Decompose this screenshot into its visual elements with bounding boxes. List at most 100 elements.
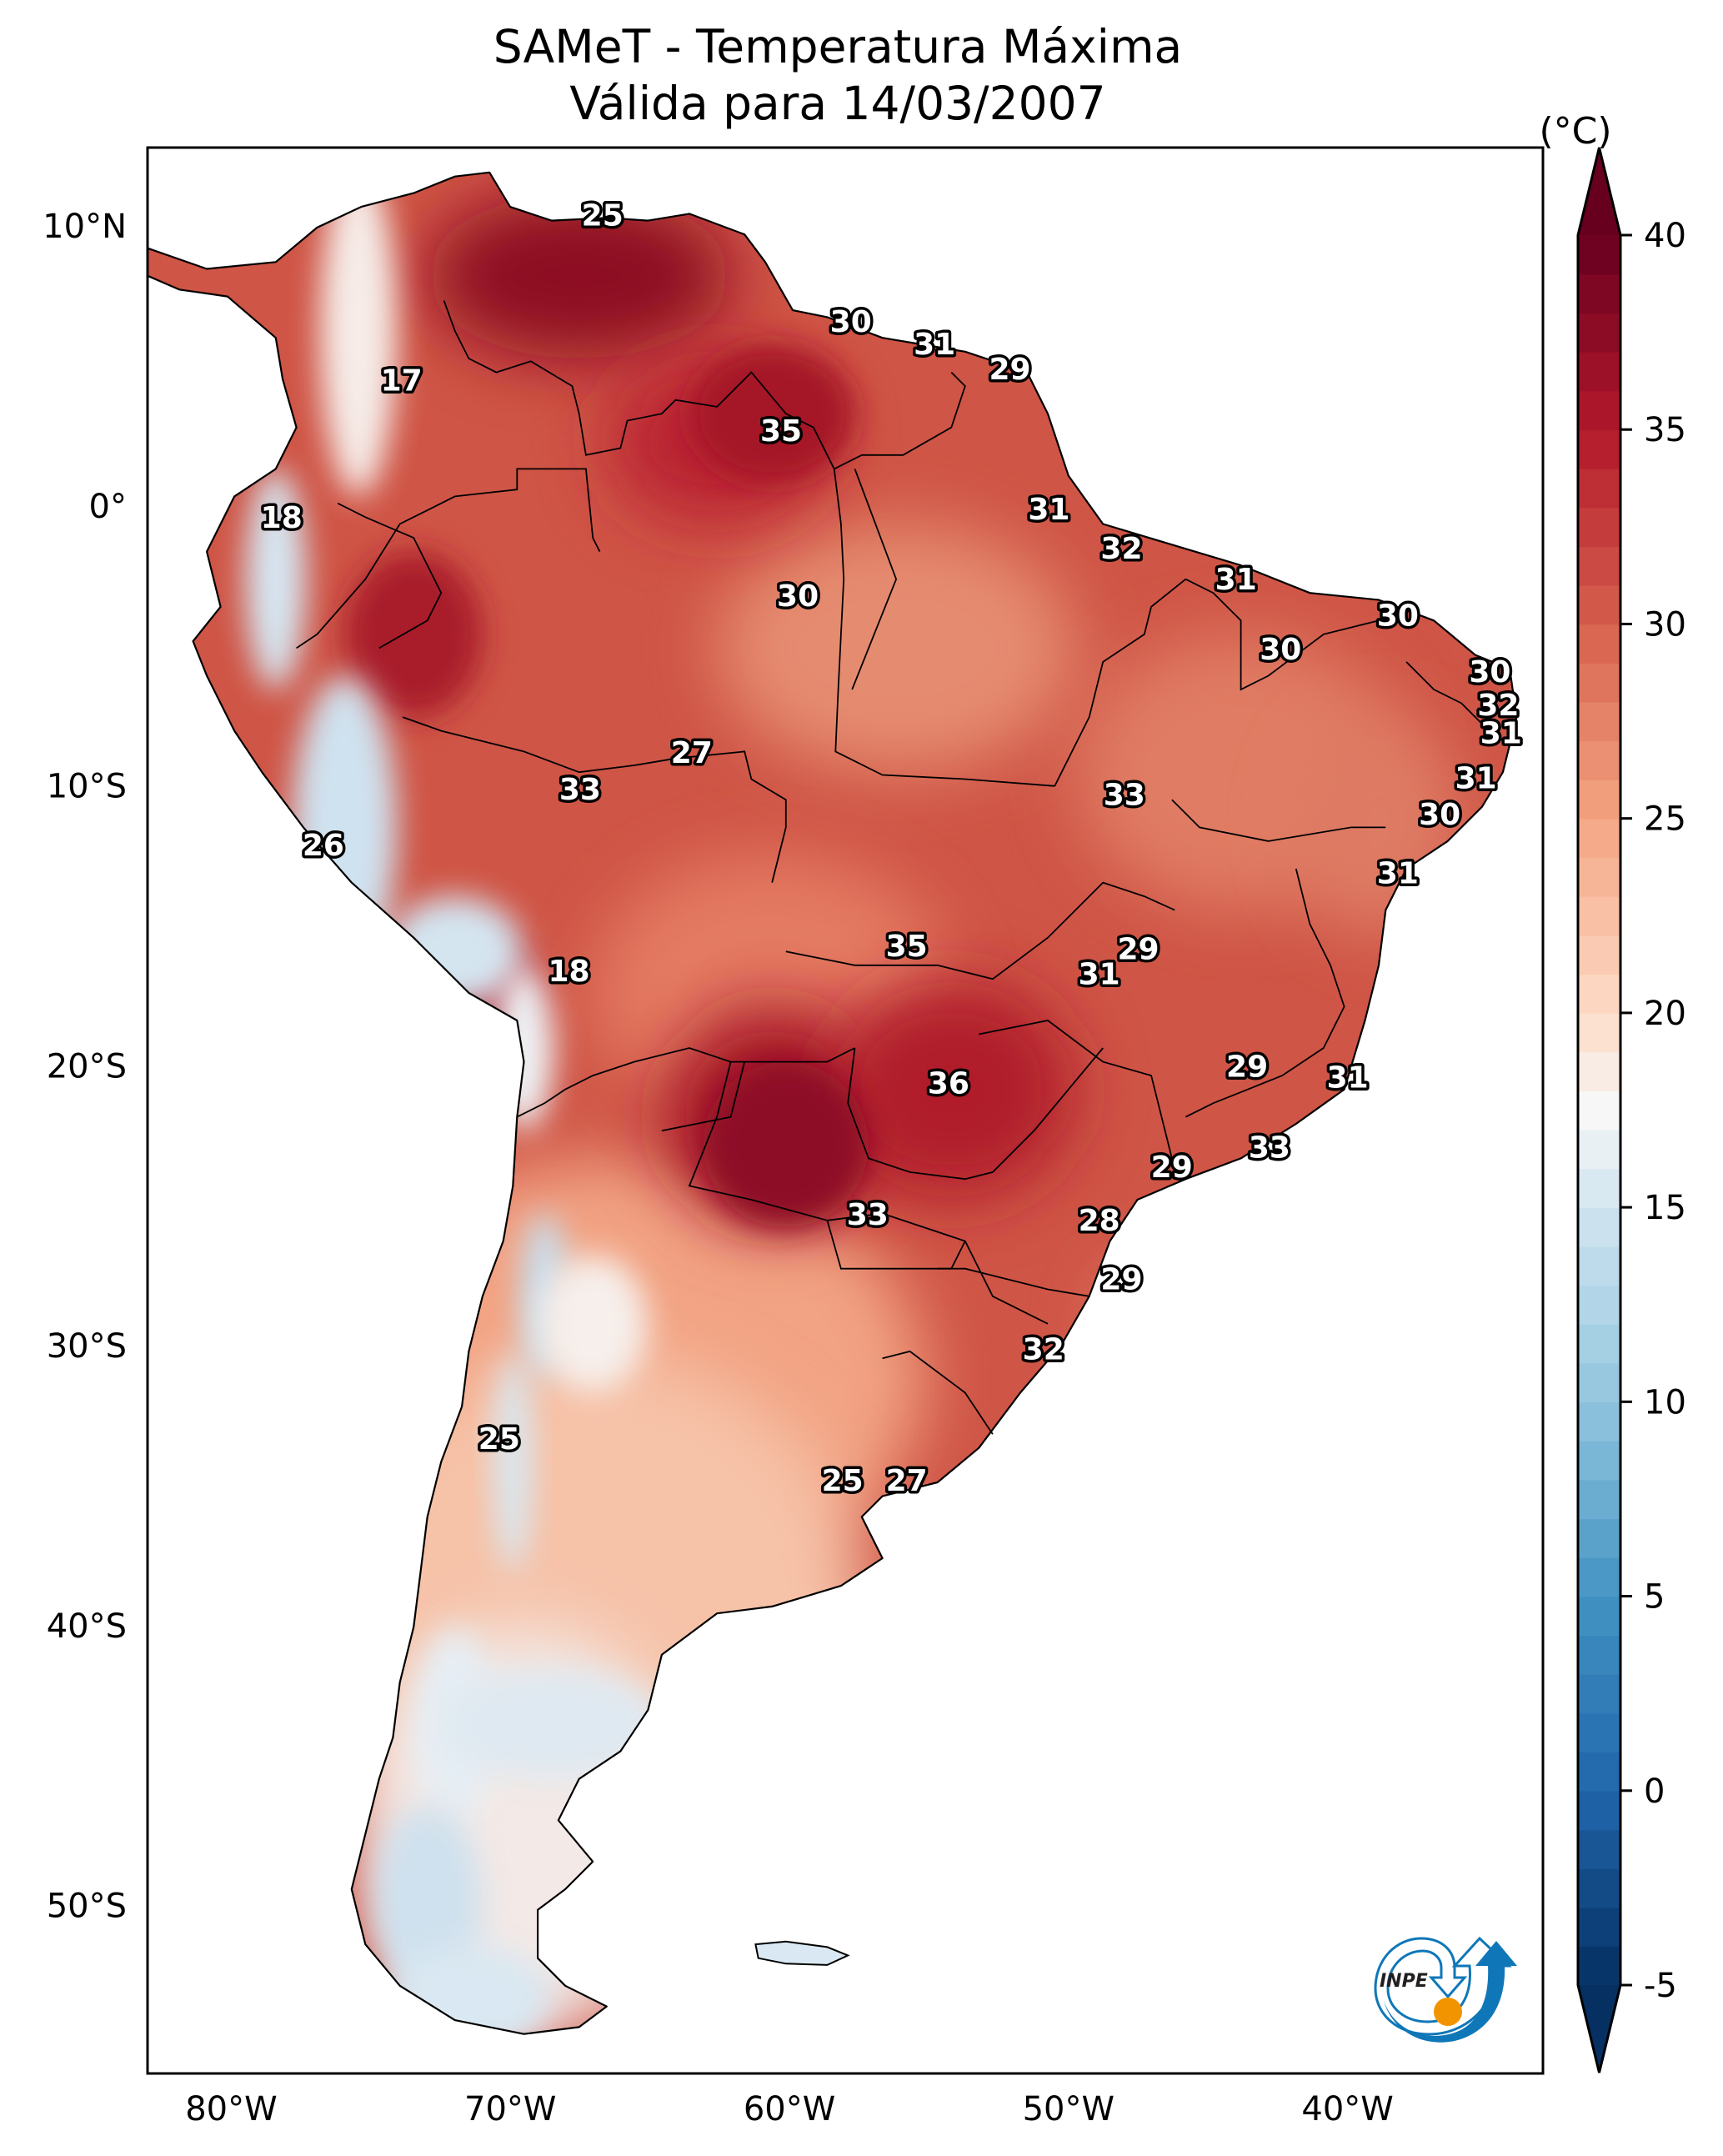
- colorbar-tick-label: 0: [1644, 1772, 1665, 1811]
- x-tick-label: 50°W: [1023, 2090, 1114, 2128]
- colorbar-segment: [1578, 1012, 1620, 1053]
- colorbar-tick-label: 20: [1644, 995, 1686, 1033]
- colorbar-segment: [1578, 1091, 1620, 1131]
- colorbar-segment: [1578, 1129, 1620, 1170]
- country-border: [1054, 578, 1186, 787]
- station-value-label: 31: [1480, 717, 1522, 751]
- colorbar-segment: [1578, 1829, 1620, 1869]
- station-value-label: 31: [1215, 563, 1257, 597]
- chart-title: SAMeT - Temperatura Máxima Válida para 1…: [0, 18, 1542, 132]
- colorbar: 40 35 30 25 20 15 10 5 0 -5 (°C): [1539, 110, 1686, 2073]
- colorbar-segment: [1578, 1635, 1620, 1675]
- colorbar-segment: [1578, 584, 1620, 625]
- country-border: [661, 1061, 746, 1132]
- colorbar-extend-max: [1578, 148, 1620, 235]
- field-patch: [344, 551, 483, 718]
- field-patch: [427, 193, 731, 359]
- logo-text: INPE: [1380, 1971, 1428, 1992]
- map-frame: [146, 146, 1545, 2075]
- station-value-label: 28: [1079, 1204, 1120, 1238]
- title-line-1: SAMeT - Temperatura Máxima: [493, 20, 1183, 73]
- colorbar-segment: [1578, 818, 1620, 859]
- station-value-label: 29: [1100, 1262, 1142, 1296]
- colorbar-extend-min: [1578, 1985, 1620, 2073]
- colorbar-segment: [1578, 974, 1620, 1014]
- country-borders: [296, 300, 1510, 1435]
- station-value-label: 25: [822, 1464, 864, 1498]
- title-line-2: Válida para 14/03/2007: [569, 77, 1106, 130]
- colorbar-segment: [1578, 1518, 1620, 1558]
- country-border: [443, 300, 966, 470]
- station-value-label: 32: [1477, 689, 1519, 723]
- field-patch: [538, 1255, 649, 1393]
- colorbar-segment: [1578, 1479, 1620, 1520]
- station-value-label: 29: [989, 353, 1030, 387]
- colorbar-segment: [1578, 390, 1620, 431]
- station-value-label: 31: [1079, 957, 1120, 991]
- colorbar-segment: [1578, 780, 1620, 820]
- station-value-label: 33: [559, 773, 601, 807]
- colorbar-segment: [1578, 1673, 1620, 1714]
- x-tick-label: 60°W: [744, 2090, 835, 2128]
- station-value-label: 30: [1419, 798, 1460, 832]
- colorbar-segment: [1578, 740, 1620, 780]
- field-patch: [245, 469, 307, 689]
- field-patch: [703, 1061, 869, 1228]
- colorbar-tick-label: -5: [1644, 1967, 1677, 2005]
- colorbar-segment: [1578, 1051, 1620, 1091]
- colorbar-segment: [1578, 857, 1620, 897]
- station-value-label: 30: [1469, 655, 1510, 689]
- colorbar-segment: [1578, 1207, 1620, 1247]
- coastline: [148, 171, 1518, 2035]
- country-border: [851, 469, 898, 690]
- station-value-label: 33: [1249, 1131, 1290, 1166]
- colorbar-segment: [1578, 1868, 1620, 1908]
- station-value-label: 33: [1104, 779, 1145, 813]
- station-value-label: 36: [928, 1066, 969, 1101]
- station-value-label: 18: [548, 955, 589, 989]
- y-tick-label: 20°S: [47, 1047, 127, 1086]
- field-patch: [493, 1351, 533, 1572]
- station-value-label: 31: [1377, 857, 1419, 891]
- y-tick-label: 0°: [89, 488, 127, 526]
- logo-blue-arrow-icon: [1384, 1941, 1517, 2043]
- country-border: [516, 1047, 855, 1118]
- colorbar-segment: [1578, 1168, 1620, 1208]
- x-tick-label: 40°W: [1301, 2090, 1393, 2128]
- station-value-label: 35: [886, 930, 928, 964]
- colorbar-segment: [1578, 624, 1620, 664]
- field-patch: [441, 1668, 662, 1779]
- colorbar-segment: [1578, 468, 1620, 509]
- y-tick-label: 30°S: [47, 1327, 127, 1366]
- colorbar-segment: [1578, 546, 1620, 586]
- falkland-islands: [754, 1940, 850, 1966]
- colorbar-segment: [1578, 351, 1620, 392]
- country-border: [296, 468, 601, 649]
- colorbar-segment: [1578, 935, 1620, 975]
- colorbar-segment: [1578, 1596, 1620, 1636]
- colorbar-segment: [1578, 1712, 1620, 1752]
- logo-orange-planet-icon: [1434, 1998, 1462, 2026]
- colorbar-segment: [1578, 1907, 1620, 1948]
- colorbar-segment: [1578, 663, 1620, 703]
- station-value-label: 30: [1260, 633, 1301, 667]
- station-value-label: 35: [760, 414, 802, 449]
- colorbar-ticks: 40 35 30 25 20 15 10 5 0 -5: [1620, 217, 1686, 2005]
- colorbar-tick-label: 15: [1644, 1189, 1686, 1227]
- colorbar-tick-label: 10: [1644, 1383, 1686, 1421]
- colorbar-segments: [1578, 148, 1620, 2073]
- colorbar-segment: [1578, 1362, 1620, 1403]
- field-patch: [689, 344, 855, 483]
- x-tick-label: 70°W: [464, 2090, 556, 2128]
- colorbar-tick-label: 25: [1644, 800, 1686, 839]
- field-patch: [319, 172, 398, 497]
- station-value-label: 26: [303, 829, 344, 863]
- country-border: [833, 469, 1055, 787]
- colorbar-tick-label: 35: [1644, 411, 1686, 449]
- station-value-label: 17: [381, 364, 423, 399]
- country-border: [1185, 578, 1380, 691]
- country-border: [1171, 799, 1386, 842]
